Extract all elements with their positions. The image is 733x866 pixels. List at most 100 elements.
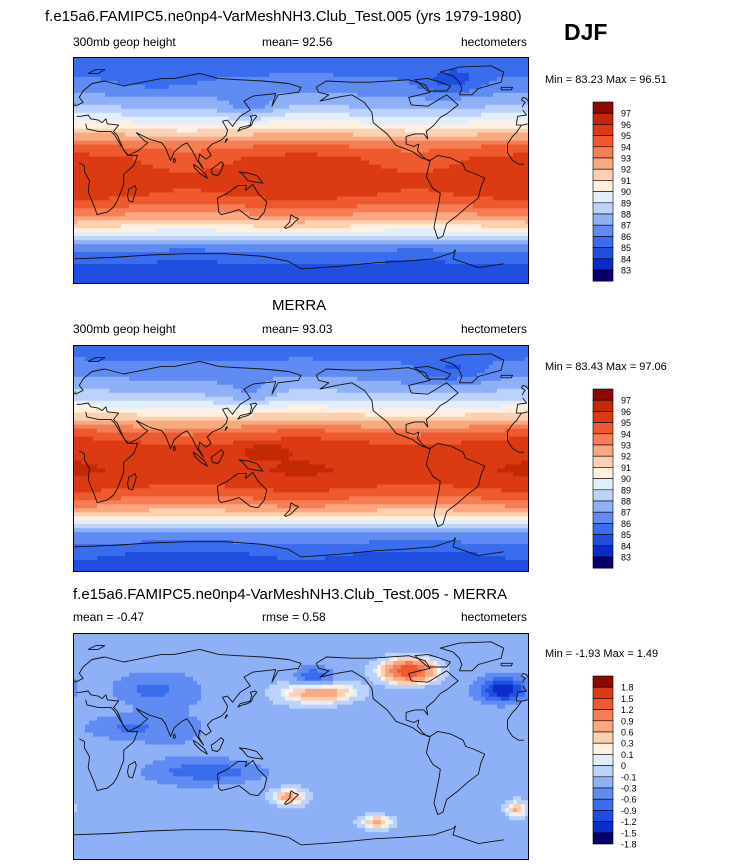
field-cell [153,164,158,170]
field-cell [221,180,226,186]
field-cell [385,164,390,170]
field-cell [501,100,506,106]
field-cell [509,172,514,178]
field-cell [377,124,382,130]
field-cell [233,68,238,74]
field-cell [145,224,150,229]
field-cell [373,116,378,122]
field-cell [441,116,446,122]
field-cell [245,88,250,94]
field-cell [157,228,162,233]
field-cell [317,204,322,209]
field-cell [373,152,378,158]
field-cell [517,164,522,170]
field-cell [89,128,94,134]
field-cell [105,172,110,178]
field-cell [473,172,478,178]
field-cell [473,184,478,190]
field-cell [493,60,498,66]
field-cell [465,192,470,197]
field-cell [413,188,418,193]
field-cell [73,68,78,74]
field-cell [117,212,122,217]
field-cell [133,228,138,233]
field-cell [297,208,302,213]
field-cell [397,216,402,221]
field-cell [245,220,250,225]
field-cell [305,132,310,138]
field-cell [117,168,122,174]
field-cell [397,224,402,229]
field-cell [209,224,214,229]
field-cell [81,196,86,201]
field-cell [313,136,318,142]
field-cell [73,228,78,233]
field-cell [81,96,86,102]
field-cell [449,224,454,229]
field-cell [277,228,282,233]
field-cell [169,168,174,174]
field-cell [245,168,250,174]
field-cell [469,176,474,182]
field-cell [81,84,86,90]
field-cell [273,68,278,74]
field-cell [469,72,474,78]
field-cell [209,156,214,162]
field-cell [289,188,294,193]
field-cell [281,88,286,94]
field-cell [441,140,446,146]
field-cell [97,144,102,150]
field-cell [333,96,338,102]
field-cell [101,84,106,90]
field-cell [205,144,210,150]
field-cell [181,80,186,86]
field-cell [105,204,110,209]
field-cell [117,224,122,229]
field-cell [93,120,98,126]
field-cell [337,176,342,182]
field-cell [329,176,334,182]
field-cell [213,192,218,197]
field-cell [273,116,278,122]
field-cell [213,228,218,233]
field-cell [101,212,106,217]
field-cell [465,112,470,118]
field-cell [405,188,410,193]
field-cell [333,144,338,150]
field-cell [361,84,366,90]
field-cell [189,132,194,138]
field-cell [85,224,90,229]
field-cell [161,164,166,170]
field-cell [225,164,230,170]
field-cell [269,132,274,138]
field-cell [217,72,222,78]
panel1-variable-label: 300mb geop height [73,35,176,49]
field-cell [85,172,90,178]
field-cell [365,200,370,205]
field-cell [221,132,226,138]
field-cell [453,204,458,209]
field-cell [317,208,322,213]
field-cell [489,104,494,110]
field-cell [257,188,262,193]
field-cell [497,104,502,110]
field-cell [177,220,182,225]
field-cell [289,132,294,138]
field-cell [373,140,378,146]
field-cell [133,96,138,102]
field-cell [89,160,94,166]
field-cell [101,96,106,102]
field-cell [297,180,302,186]
field-cell [101,136,106,142]
field-cell [149,68,154,74]
field-cell [389,112,394,118]
field-cell [281,168,286,174]
field-cell [265,160,270,166]
field-cell [337,184,342,190]
field-cell [301,176,306,182]
field-cell [293,96,298,102]
field-cell [413,128,418,134]
field-cell [305,200,310,205]
field-cell [401,192,406,197]
field-cell [449,108,454,114]
